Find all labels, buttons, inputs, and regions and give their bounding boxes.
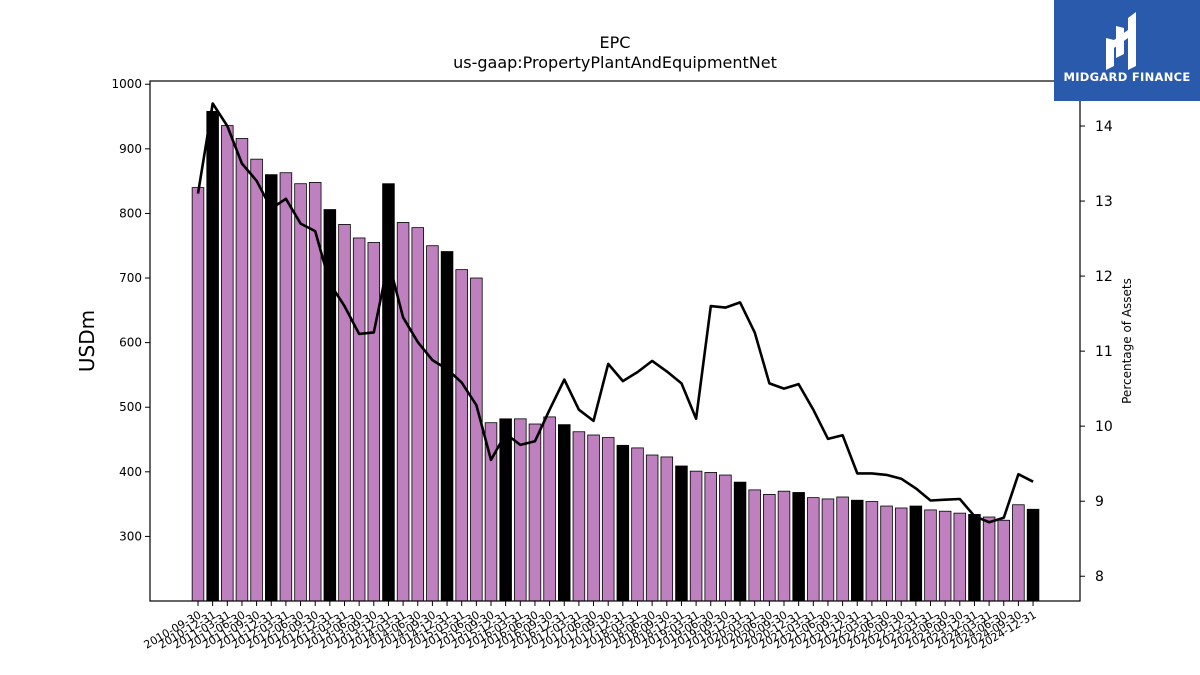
- bar-2019-06-30: [704, 472, 718, 602]
- bar-2014-12-31: [440, 251, 454, 602]
- y2-tick-label: 8: [1095, 569, 1104, 585]
- bar-2021-09-30: [836, 496, 849, 602]
- bar-2024-03-31: [982, 516, 996, 602]
- bar-2023-09-30: [953, 512, 967, 602]
- y2-tick-label: 12: [1095, 269, 1113, 285]
- bar-2022-12-31: [909, 505, 923, 602]
- y-axis: 300 400 500 600 700 800 900 1000: [111, 77, 150, 543]
- bar-2011-12-31: [264, 174, 278, 602]
- y-tick-label: 600: [119, 336, 142, 350]
- y-tick-label: 1000: [111, 77, 142, 91]
- bar-2024-12-31: [1026, 508, 1040, 602]
- bar-2011-09-30: [250, 158, 263, 602]
- bar-2011-03-31: [221, 125, 234, 602]
- bar-2014-03-31: [396, 222, 410, 602]
- bar-2020-12-31: [792, 492, 805, 602]
- bar-2017-03-31: [572, 431, 586, 602]
- plot-frame: [149, 80, 1081, 602]
- y2-axis-label: Percentage of Assets: [1120, 278, 1134, 404]
- bar-2017-09-30: [601, 437, 615, 602]
- y-tick-label: 500: [119, 400, 142, 414]
- bar-2013-03-31: [338, 224, 351, 602]
- brand-logo: MIDGARD FINANCE: [1054, 0, 1200, 101]
- bar-2022-03-31: [865, 501, 879, 602]
- bar-2010-12-31: [206, 110, 219, 602]
- bar-2013-06-30: [352, 237, 366, 602]
- bar-2016-09-30: [543, 416, 556, 602]
- bar-2015-03-31: [455, 269, 468, 602]
- logo-icon: [1106, 12, 1136, 70]
- y-tick-label: 300: [119, 529, 142, 543]
- bar-2017-06-30: [587, 434, 600, 602]
- bar-2013-09-30: [367, 242, 381, 602]
- bar-2019-03-31: [689, 470, 703, 602]
- bar-2024-09-30: [1012, 504, 1025, 602]
- brand-name: MIDGARD FINANCE: [1063, 70, 1191, 84]
- bar-2023-12-31: [968, 514, 981, 602]
- bar-2021-06-30: [821, 498, 835, 602]
- chart-title: EPC: [600, 33, 631, 52]
- bar-2014-06-30: [411, 227, 424, 602]
- bar-2020-06-30: [763, 494, 776, 602]
- bar-2022-09-30: [894, 507, 908, 602]
- bar-2011-06-30: [235, 138, 249, 602]
- bar-2022-06-30: [880, 505, 893, 602]
- series-line-percentage: [196, 102, 1034, 524]
- bar-2016-12-31: [558, 424, 571, 602]
- bar-2013-12-31: [382, 183, 395, 602]
- bar-2019-09-30: [719, 474, 732, 602]
- bars-group: [191, 110, 1040, 602]
- y2-tick-label: 9: [1095, 494, 1104, 510]
- bar-2012-03-31: [279, 172, 293, 602]
- y2-axis: 8 9 10 11 12 13 14: [1080, 119, 1113, 585]
- bar-2010-09-30: [191, 187, 205, 602]
- bar-2017-12-31: [616, 444, 630, 602]
- bar-2023-03-31: [924, 509, 937, 602]
- chart-subtitle: us-gaap:PropertyPlantAndEquipmentNet: [453, 53, 777, 72]
- bar-2012-06-30: [294, 183, 307, 602]
- bar-2023-06-30: [938, 510, 952, 602]
- y-axis-label: USDm: [75, 310, 99, 372]
- bar-2014-09-30: [426, 245, 439, 602]
- bar-2019-12-31: [733, 481, 747, 602]
- bar-2021-12-31: [851, 499, 864, 602]
- y2-tick-label: 11: [1095, 344, 1113, 360]
- y-tick-label: 400: [119, 465, 142, 479]
- bar-2024-06-30: [997, 519, 1011, 602]
- y2-tick-label: 13: [1095, 194, 1113, 210]
- y-tick-label: 900: [119, 142, 142, 156]
- bar-2018-12-31: [675, 465, 688, 602]
- y-tick-label: 800: [119, 206, 142, 220]
- bar-2021-03-31: [807, 497, 820, 602]
- line-layer: [196, 102, 1034, 524]
- bar-2016-06-30: [528, 423, 542, 602]
- bar-2018-03-31: [631, 447, 644, 602]
- bar-2018-09-30: [660, 456, 674, 602]
- bar-2015-06-30: [470, 277, 483, 602]
- y2-tick-label: 14: [1095, 119, 1113, 135]
- bar-2018-06-30: [645, 454, 659, 602]
- x-axis: 2010-09-302010-12-312011-03-312011-06-30…: [142, 601, 1039, 652]
- y-tick-label: 700: [119, 271, 142, 285]
- y2-tick-label: 10: [1095, 419, 1113, 435]
- bar-2020-03-31: [748, 489, 761, 602]
- bar-2020-09-30: [777, 490, 791, 602]
- bar-2015-12-31: [499, 418, 512, 602]
